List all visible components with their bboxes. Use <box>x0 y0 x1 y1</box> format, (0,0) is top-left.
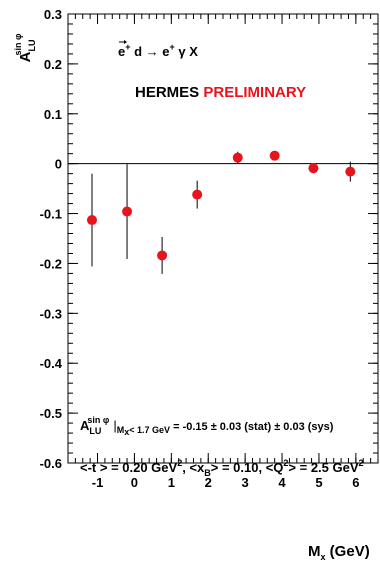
y-tick-label: -0.3 <box>40 306 62 321</box>
y-tick-label: 0 <box>55 157 62 172</box>
x-axis-title: Mx (GeV) <box>308 543 370 562</box>
data-points <box>86 150 356 274</box>
data-point <box>86 215 97 226</box>
x-tick-label: 0 <box>131 475 138 490</box>
y-axis-title-main: A <box>17 51 34 62</box>
y-tick-label: -0.4 <box>40 356 63 371</box>
data-point <box>157 250 168 261</box>
x-axis-title-main: M <box>308 543 321 560</box>
x-axis-title-unit: (GeV) <box>326 543 370 560</box>
kinematics-label: <-t > = 0.20 GeV2, <xB> = 0.10, <Q2> = 2… <box>80 458 364 478</box>
result-label: ALUsin φ |Mx< 1.7 GeV = -0.15 ± 0.03 (sta… <box>80 415 334 437</box>
x-tick-label: 6 <box>352 475 359 490</box>
svg-text:ALUsin φ: ALU sin φ <box>13 33 37 62</box>
y-tick-label: -0.6 <box>40 456 62 471</box>
x-tick-label: 5 <box>315 475 322 490</box>
data-point <box>122 206 133 217</box>
x-tick-label: 3 <box>242 475 249 490</box>
y-tick-label: -0.2 <box>40 256 62 271</box>
experiment-name: HERMES <box>135 84 199 101</box>
data-point <box>345 166 356 177</box>
experiment-label: HERMES PRELIMINARY <box>135 84 306 101</box>
data-point <box>308 163 319 174</box>
tick-labels: 0.3 0.2 0.1 0 -0.1 -0.2 -0.3 -0.4 -0.5 -0.6 -1 0 1 2 3… <box>40 7 360 490</box>
y-tick-label: -0.5 <box>40 406 62 421</box>
data-point <box>192 189 203 200</box>
polarization-arrow-head <box>124 40 127 44</box>
y-tick-label: 0.2 <box>44 57 62 72</box>
y-tick-label: 0.3 <box>44 7 62 22</box>
y-tick-label: 0.1 <box>44 107 62 122</box>
data-point <box>269 150 280 161</box>
tick-marks <box>67 13 379 464</box>
x-tick-label: 2 <box>205 475 212 490</box>
y-axis-title: ALU sin φ <box>13 33 37 62</box>
x-tick-label: 4 <box>278 475 286 490</box>
experiment-status: PRELIMINARY <box>203 84 306 101</box>
reaction-e: e <box>118 44 125 59</box>
x-tick-label: -1 <box>92 475 104 490</box>
y-axis-title-sup: sin φ <box>13 33 23 56</box>
axes <box>67 13 379 464</box>
plot-frame <box>67 13 379 464</box>
reaction-label: e+ d → e+ γ X <box>118 42 198 59</box>
y-tick-label: -0.1 <box>40 207 62 222</box>
data-point <box>232 152 243 163</box>
x-axis-title-sub: x <box>321 552 326 562</box>
x-tick-label: 1 <box>168 475 175 490</box>
y-axis-title-sub: LU <box>27 40 37 52</box>
